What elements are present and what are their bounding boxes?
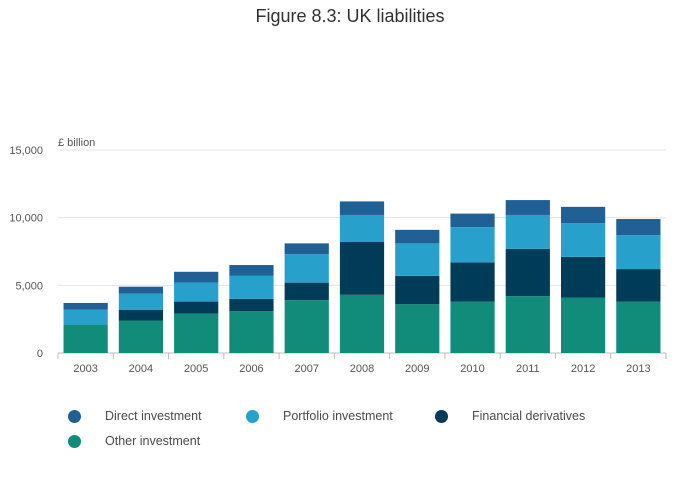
bar-segment-direct-investment[interactable]	[229, 265, 274, 276]
x-tick-label: 2004	[129, 363, 153, 375]
x-tick-label: 2003	[73, 363, 97, 375]
bar-segment-other-investment[interactable]	[284, 300, 329, 353]
bar-segment-other-investment[interactable]	[450, 301, 495, 353]
bar-segment-other-investment[interactable]	[229, 311, 274, 353]
bar-segment-other-investment[interactable]	[395, 304, 440, 353]
y-axis: 0 5,000 10,000 15,000	[9, 145, 43, 360]
bar-segment-direct-investment[interactable]	[616, 219, 661, 236]
y-tick-label: 10,000	[9, 213, 43, 225]
bar-segment-portfolio-investment[interactable]	[616, 235, 661, 270]
y-axis-unit-label: £ billion	[58, 137, 95, 149]
bar-segment-portfolio-investment[interactable]	[284, 254, 329, 283]
bar-segment-direct-investment[interactable]	[450, 213, 495, 228]
bar-segment-portfolio-investment[interactable]	[450, 227, 495, 263]
bar-segment-portfolio-investment[interactable]	[395, 243, 440, 276]
bar-segment-financial-derivatives[interactable]	[284, 282, 329, 301]
bar-segment-direct-investment[interactable]	[339, 201, 385, 215]
y-tick-label: 15,000	[9, 145, 43, 157]
bar-segment-financial-derivatives[interactable]	[395, 275, 440, 305]
bar-segment-financial-derivatives[interactable]	[118, 309, 164, 321]
x-tick-label: 2006	[239, 363, 263, 375]
bar-segment-other-investment[interactable]	[63, 324, 108, 353]
bar-segment-direct-investment[interactable]	[560, 206, 606, 224]
bar-segment-portfolio-investment[interactable]	[229, 275, 274, 299]
x-tick-label: 2012	[571, 363, 595, 375]
bar-segment-portfolio-investment[interactable]	[339, 214, 385, 243]
x-tick-label: 2010	[460, 363, 484, 375]
bar-segment-portfolio-investment[interactable]	[63, 309, 108, 325]
bar-segment-financial-derivatives[interactable]	[505, 248, 550, 297]
x-tick-label: 2009	[405, 363, 429, 375]
bar-segment-other-investment[interactable]	[174, 313, 219, 353]
x-axis: 2003 2004 2005 2006 2007 2008 2009 2010 2011 2012…	[57, 353, 667, 375]
bar-segment-financial-derivatives[interactable]	[229, 298, 274, 312]
bar-segment-direct-investment[interactable]	[284, 243, 329, 255]
bar-segment-financial-derivatives[interactable]	[560, 256, 606, 298]
x-tick-label: 2011	[516, 363, 540, 375]
y-tick-label: 5,000	[15, 280, 43, 292]
x-tick-label: 2008	[350, 363, 374, 375]
bar-segment-direct-investment[interactable]	[174, 271, 219, 283]
bar-segment-financial-derivatives[interactable]	[450, 262, 495, 302]
bar-segment-other-investment[interactable]	[560, 297, 606, 353]
bar-segment-financial-derivatives[interactable]	[174, 301, 219, 314]
bar-segment-portfolio-investment[interactable]	[118, 293, 164, 310]
bar-segment-other-investment[interactable]	[118, 320, 164, 353]
bar-segment-portfolio-investment[interactable]	[174, 282, 219, 302]
bar-segment-portfolio-investment[interactable]	[505, 214, 550, 249]
bar-segment-other-investment[interactable]	[616, 301, 661, 353]
bar-segment-other-investment[interactable]	[505, 296, 550, 353]
bar-segment-financial-derivatives[interactable]	[616, 269, 661, 302]
bar-group	[63, 200, 661, 353]
x-tick-label: 2005	[184, 363, 208, 375]
chart-title: Figure 8.3: UK liabilities	[255, 6, 445, 26]
bar-segment-financial-derivatives[interactable]	[339, 242, 385, 295]
x-tick-label: 2013	[626, 363, 650, 375]
bar-segment-direct-investment[interactable]	[505, 200, 550, 215]
bar-segment-portfolio-investment[interactable]	[560, 223, 606, 257]
bar-segment-direct-investment[interactable]	[395, 229, 440, 244]
x-tick-label: 2007	[294, 363, 318, 375]
bar-segment-direct-investment[interactable]	[63, 302, 108, 310]
bar-segment-other-investment[interactable]	[339, 294, 385, 353]
bar-segment-direct-investment[interactable]	[118, 286, 164, 294]
y-tick-label: 0	[37, 348, 43, 360]
